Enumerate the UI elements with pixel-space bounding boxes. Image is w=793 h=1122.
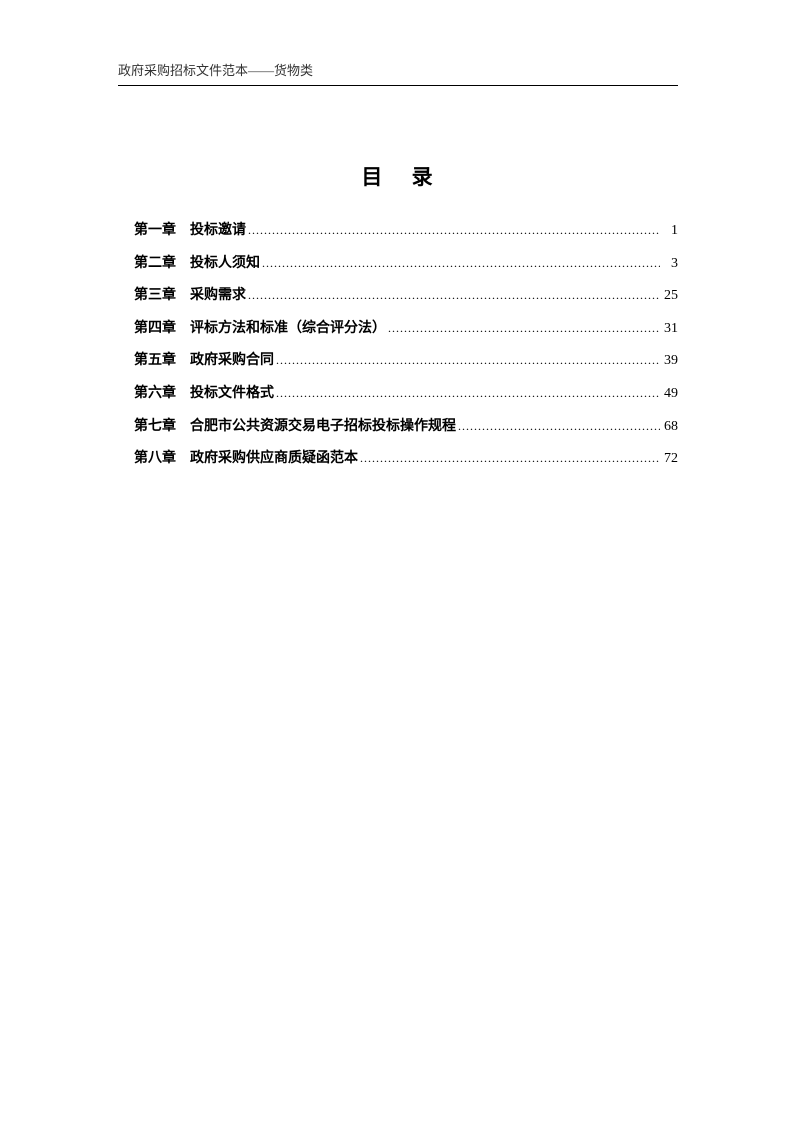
toc-leader-dots: ........................................… xyxy=(274,385,660,402)
toc-chapter-name: 评标方法和标准（综合评分法） xyxy=(190,319,386,339)
toc-entry: 第四章 评标方法和标准（综合评分法） .....................… xyxy=(134,319,678,339)
toc-leader-dots: ........................................… xyxy=(246,222,660,239)
toc-title: 目 录 xyxy=(128,161,678,191)
toc-page-number: 39 xyxy=(660,351,678,371)
toc-chapter-name: 政府采购合同 xyxy=(190,351,274,371)
toc-chapter-label: 第一章 xyxy=(134,221,176,241)
toc-page-number: 49 xyxy=(660,384,678,404)
toc-leader-dots: ........................................… xyxy=(246,287,660,304)
toc-entry: 第三章 采购需求 ...............................… xyxy=(134,286,678,306)
toc-chapter-name: 合肥市公共资源交易电子招标投标操作规程 xyxy=(190,417,456,437)
toc-leader-dots: ........................................… xyxy=(456,418,660,435)
table-of-contents: 第一章 投标邀请 ...............................… xyxy=(118,221,678,469)
toc-entry: 第五章 政府采购合同 .............................… xyxy=(134,351,678,371)
toc-page-number: 25 xyxy=(660,286,678,306)
toc-entry: 第一章 投标邀请 ...............................… xyxy=(134,221,678,241)
toc-entry: 第六章 投标文件格式 .............................… xyxy=(134,384,678,404)
toc-page-number: 3 xyxy=(660,254,678,274)
toc-chapter-name: 政府采购供应商质疑函范本 xyxy=(190,449,358,469)
toc-chapter-label: 第八章 xyxy=(134,449,176,469)
toc-page-number: 72 xyxy=(660,449,678,469)
toc-entry: 第二章 投标人须知 ..............................… xyxy=(134,254,678,274)
toc-chapter-name: 投标邀请 xyxy=(190,221,246,241)
toc-page-number: 31 xyxy=(660,319,678,339)
toc-chapter-label: 第二章 xyxy=(134,254,176,274)
toc-chapter-name: 投标文件格式 xyxy=(190,384,274,404)
toc-leader-dots: ........................................… xyxy=(386,320,660,337)
toc-leader-dots: ........................................… xyxy=(358,450,660,467)
toc-entry: 第八章 政府采购供应商质疑函范本 .......................… xyxy=(134,449,678,469)
toc-leader-dots: ........................................… xyxy=(260,255,660,272)
page-header: 政府采购招标文件范本——货物类 xyxy=(118,60,678,86)
toc-chapter-label: 第五章 xyxy=(134,351,176,371)
toc-chapter-label: 第六章 xyxy=(134,384,176,404)
document-page: 政府采购招标文件范本——货物类 目 录 第一章 投标邀请 ...........… xyxy=(0,0,793,542)
toc-chapter-label: 第七章 xyxy=(134,417,176,437)
toc-page-number: 68 xyxy=(660,417,678,437)
toc-chapter-label: 第四章 xyxy=(134,319,176,339)
toc-chapter-name: 采购需求 xyxy=(190,286,246,306)
toc-page-number: 1 xyxy=(660,221,678,241)
toc-leader-dots: ........................................… xyxy=(274,352,660,369)
toc-entry: 第七章 合肥市公共资源交易电子招标投标操作规程 ................… xyxy=(134,417,678,437)
toc-chapter-name: 投标人须知 xyxy=(190,254,260,274)
toc-chapter-label: 第三章 xyxy=(134,286,176,306)
